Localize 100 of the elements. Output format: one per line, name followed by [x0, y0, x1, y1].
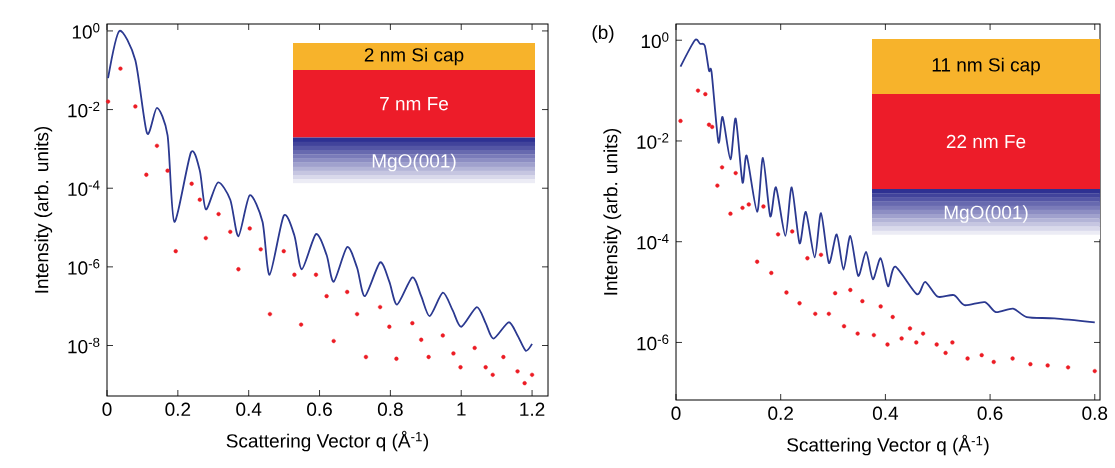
- point: [440, 333, 445, 338]
- y-tick-label: 10$^{-6}$: [68, 259, 100, 275]
- point: [775, 232, 781, 237]
- annotation: 11 nm Si cap: [932, 57, 1040, 76]
- point: [203, 235, 208, 241]
- y-tick-label: 10$^{-6}$: [637, 334, 669, 351]
- point: [1092, 368, 1097, 374]
- point: [133, 104, 138, 109]
- point: [934, 342, 939, 347]
- x-tick-label: 0.6: [307, 402, 332, 416]
- point: [950, 340, 955, 345]
- point: [1045, 363, 1050, 368]
- point: [1028, 362, 1033, 367]
- point: [394, 356, 399, 361]
- point: [236, 267, 241, 272]
- point: [451, 351, 456, 356]
- x-tick-label: 0: [671, 406, 681, 420]
- text: (b): [592, 25, 614, 43]
- point: [878, 304, 883, 309]
- point: [165, 168, 170, 173]
- point: [363, 354, 369, 360]
- point: [419, 337, 424, 342]
- annotation: 22 nm Fe: [946, 134, 1026, 149]
- point: [678, 118, 683, 124]
- point: [848, 287, 853, 293]
- point: [216, 211, 221, 217]
- y-tick-label: 10$^{0}$: [641, 32, 669, 49]
- point: [501, 354, 506, 360]
- point: [292, 272, 297, 277]
- x-tick-label: 0.6: [977, 406, 1003, 420]
- point: [324, 294, 329, 299]
- point: [740, 205, 745, 210]
- point: [833, 291, 838, 296]
- point: [826, 311, 831, 316]
- x-tick-label: 0.2: [165, 402, 191, 416]
- point: [907, 326, 913, 331]
- point: [784, 290, 789, 295]
- x-tick-label: 0.8: [1082, 406, 1108, 420]
- point: [890, 314, 895, 320]
- point: [710, 124, 715, 130]
- point: [387, 324, 392, 329]
- point: [761, 204, 766, 209]
- point: [529, 372, 535, 377]
- point: [247, 226, 252, 231]
- y-tick-label: 10$^{-4}$: [637, 233, 669, 250]
- point: [991, 359, 996, 365]
- line-series: [107, 30, 533, 352]
- point: [943, 350, 948, 356]
- point: [728, 211, 733, 216]
- point: [144, 172, 149, 177]
- point: [354, 311, 360, 317]
- point: [769, 270, 774, 276]
- point: [197, 197, 202, 202]
- x-tick-label: 1.2: [520, 402, 545, 416]
- y-axis-title: Intensity (arb. units): [603, 128, 622, 295]
- point: [228, 229, 233, 234]
- point: [979, 353, 984, 358]
- point: [426, 354, 431, 360]
- annotation: 7 nm Fe: [380, 97, 448, 111]
- point: [965, 356, 970, 361]
- point: [755, 259, 760, 264]
- point: [345, 289, 350, 295]
- point: [719, 165, 725, 170]
- point: [920, 331, 926, 336]
- y-axis-title: Intensity (arb. units): [34, 126, 53, 293]
- point: [914, 340, 919, 345]
- point: [299, 322, 304, 327]
- point: [695, 88, 701, 93]
- point: [805, 256, 810, 261]
- point: [703, 92, 708, 97]
- x-axis-title: Scattering Vector q (Å$^{-1}$): [226, 430, 429, 452]
- point: [490, 372, 495, 377]
- point: [281, 249, 286, 254]
- x-tick-label: 1: [457, 402, 466, 416]
- x-tick-label: 0.8: [377, 402, 403, 416]
- point: [154, 143, 160, 148]
- line-series: [679, 39, 1096, 324]
- point: [173, 249, 178, 254]
- point: [378, 304, 383, 310]
- point: [105, 99, 111, 104]
- x-tick-label: 0: [102, 402, 112, 416]
- annotation: MgO(001): [944, 205, 1028, 223]
- x-tick-label: 0.4: [236, 402, 262, 416]
- point: [841, 324, 847, 329]
- point: [483, 365, 488, 370]
- point: [515, 369, 520, 374]
- x-tick-label: 0.2: [768, 406, 793, 420]
- point: [746, 202, 751, 207]
- point: [522, 381, 527, 386]
- y-tick-label: 10$^{-2}$: [637, 133, 669, 149]
- point: [1065, 365, 1071, 370]
- y-tick-label: 10$^{-8}$: [68, 337, 100, 354]
- y-tick-label: 10$^{0}$: [72, 23, 100, 39]
- point: [1010, 356, 1015, 361]
- point: [331, 338, 336, 344]
- point: [871, 332, 876, 338]
- point: [855, 331, 860, 336]
- point: [189, 181, 194, 186]
- point: [458, 365, 463, 370]
- annotation: MgO(001): [372, 153, 456, 172]
